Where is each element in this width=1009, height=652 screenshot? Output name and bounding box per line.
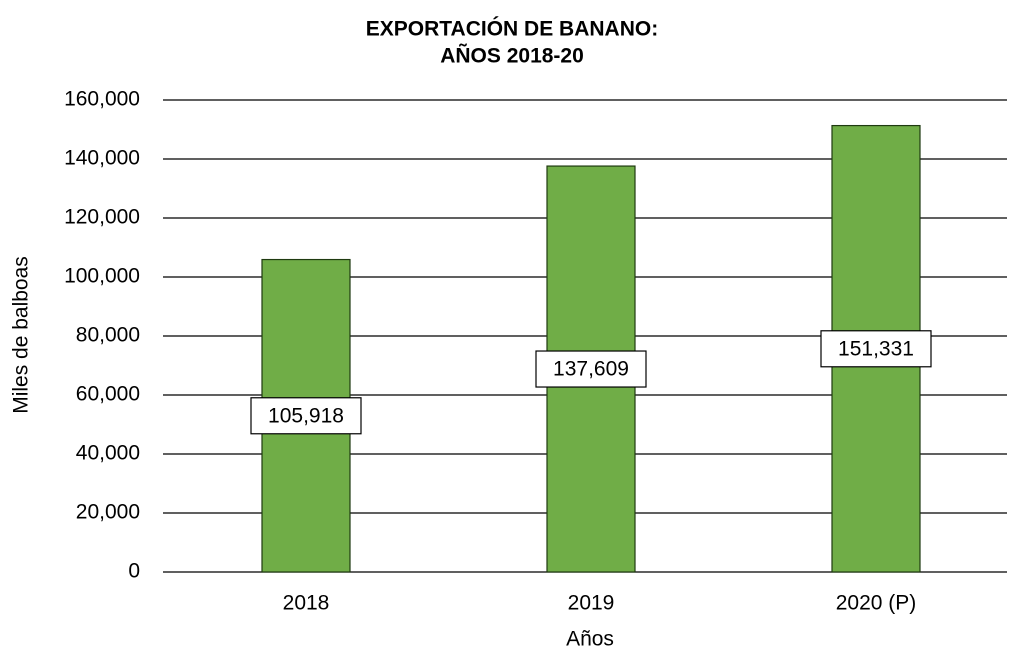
chart-title: EXPORTACIÓN DE BANANO: (366, 17, 658, 41)
y-tick-label: 20,000 (76, 501, 140, 524)
y-tick-label: 140,000 (64, 147, 140, 170)
x-tick-label: 2020 (P) (836, 592, 917, 615)
data-label: 137,609 (553, 358, 629, 381)
x-tick-label: 2018 (283, 592, 330, 615)
y-tick-label: 40,000 (76, 442, 140, 465)
x-axis-label: Años (566, 628, 614, 651)
x-tick-label: 2019 (568, 592, 615, 615)
data-label-box (820, 330, 932, 368)
y-tick-label: 120,000 (64, 206, 140, 229)
chart-title: AÑOS 2018-20 (440, 45, 584, 68)
data-label: 105,918 (268, 404, 344, 427)
data-label-box (250, 397, 362, 435)
data-label: 151,331 (838, 337, 914, 360)
y-axis-label: Miles de balboas (10, 256, 33, 414)
y-tick-label: 160,000 (64, 88, 140, 111)
y-tick-label: 100,000 (64, 265, 140, 288)
y-tick-label: 60,000 (76, 383, 140, 406)
data-label-box (535, 350, 647, 388)
y-tick-label: 0 (128, 560, 140, 583)
y-tick-label: 80,000 (76, 324, 140, 347)
